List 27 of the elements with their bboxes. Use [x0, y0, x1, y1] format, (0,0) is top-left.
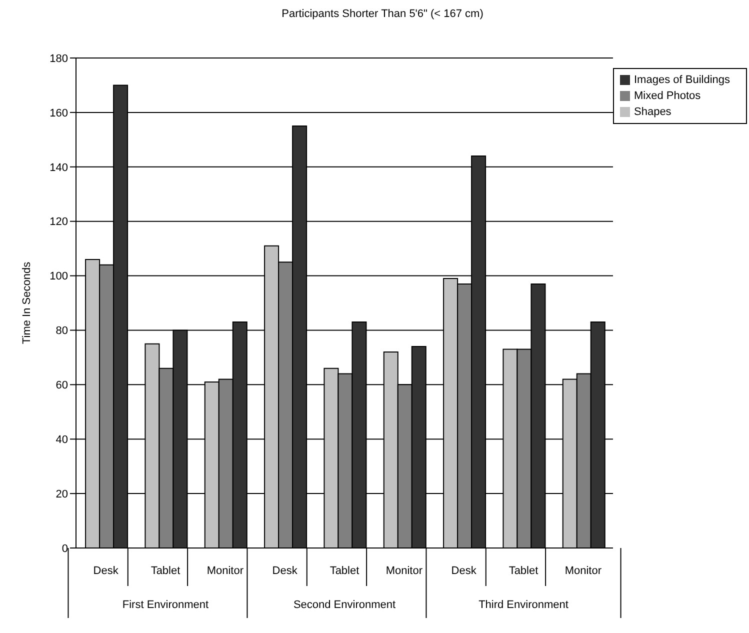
y-tick-label: 40 — [56, 434, 68, 446]
x-tick-label: Desk — [451, 565, 477, 577]
y-tick-label: 100 — [50, 270, 68, 283]
legend-label: Images of Buildings — [634, 74, 730, 86]
text: First Environment — [122, 599, 209, 611]
x-tick-label: Monitor — [386, 565, 423, 577]
x-tick-label: Tablet — [508, 565, 538, 577]
chart-title: Participants Shorter Than 5'6" (< 167 cm) — [280, 8, 484, 22]
legend-label: Shapes — [634, 106, 672, 118]
y-tick-label: 140 — [50, 162, 68, 174]
x-tick-label: Desk — [272, 565, 298, 577]
y-tick-label: 80 — [56, 325, 68, 338]
text: Second Environment — [293, 599, 396, 611]
x-tick-label: Tablet — [150, 565, 180, 577]
y-tick-label: 0 — [62, 542, 68, 555]
legend-label: Mixed Photos — [634, 90, 701, 102]
text: Third Environment — [478, 599, 568, 611]
y-tick-label: 60 — [56, 380, 68, 392]
y-tick-label: 180 — [50, 52, 68, 65]
y-tick-label: 20 — [56, 488, 68, 500]
x-tick-label: Monitor — [206, 565, 244, 577]
y-axis-title: Time In Seconds — [20, 261, 33, 344]
y-tick-label: 120 — [50, 216, 68, 228]
x-tick-label: Tablet — [330, 565, 360, 577]
y-tick-label: 160 — [50, 107, 68, 120]
x-tick-label: Monitor — [564, 565, 602, 577]
x-tick-label: Desk — [93, 565, 119, 577]
